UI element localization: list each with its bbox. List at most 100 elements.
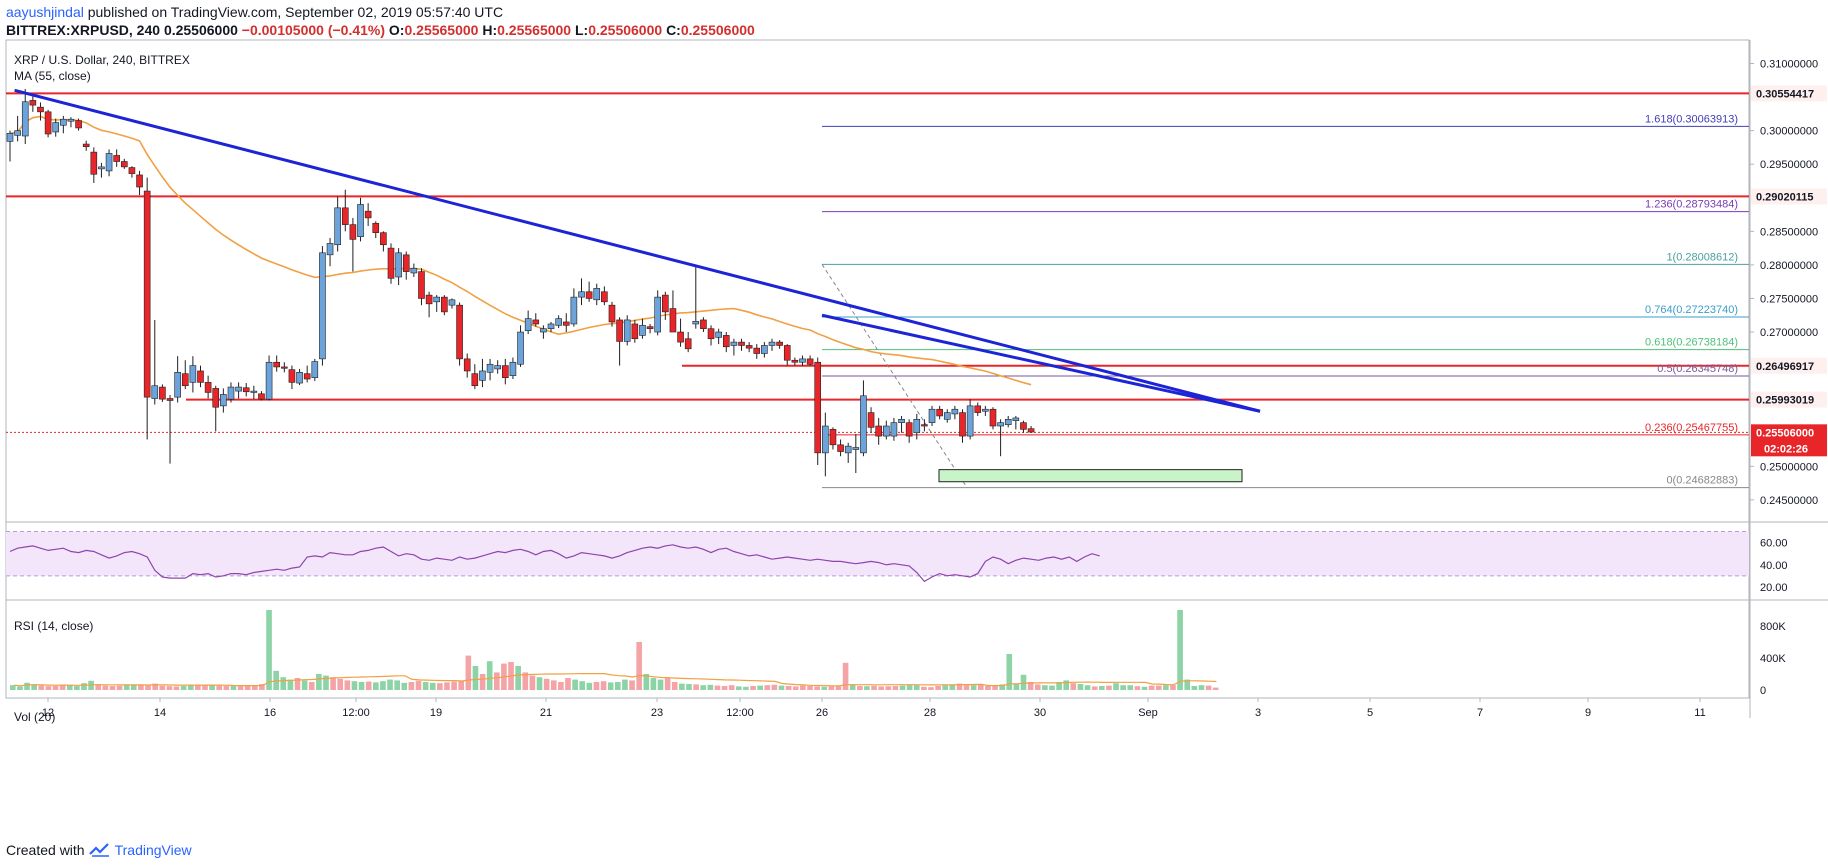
volume-bar (358, 682, 365, 690)
volume-bar (216, 685, 223, 690)
rsi-band (6, 531, 1749, 576)
volume-bar (152, 683, 158, 690)
volume-bar (1205, 685, 1212, 690)
candle (943, 409, 951, 423)
candle (189, 356, 197, 393)
candle-body (364, 210, 372, 219)
ma-indicator-label: MA (55, close) (14, 69, 91, 83)
candle-body (814, 361, 822, 454)
candle (730, 338, 738, 356)
candle (692, 264, 700, 329)
candle (997, 419, 1004, 457)
candle-body (829, 429, 837, 446)
candle-body (288, 369, 296, 383)
candle (402, 251, 410, 280)
volume-bar (565, 678, 571, 690)
time-tick-label: 21 (540, 707, 552, 719)
time-tick-label: 7 (1477, 707, 1483, 719)
volume-bar (344, 680, 351, 690)
volume-bar (572, 679, 578, 690)
candle-body (1020, 422, 1027, 430)
candle-body (921, 424, 928, 427)
candle-body (951, 408, 959, 415)
candle-body (974, 405, 982, 413)
volume-bar (237, 686, 244, 690)
volume-bar (252, 685, 258, 690)
price-tick-label: 0.28500000 (1760, 226, 1818, 238)
candle-body (623, 319, 631, 342)
candle-body (448, 299, 456, 306)
candle-body (220, 394, 227, 407)
candle-body (753, 347, 761, 354)
candle-body (258, 393, 265, 400)
volume-bar (102, 685, 109, 690)
price-pane-title: XRP / U.S. Dollar, 240, BITTREX (14, 53, 190, 67)
candle-body (463, 358, 471, 372)
candle (75, 118, 82, 131)
candle (501, 358, 509, 385)
candle (380, 231, 387, 252)
price-change: −0.00105000 (−0.41%) (241, 22, 386, 38)
candle-body (540, 328, 547, 333)
volume-bar (451, 681, 457, 690)
candle-body (616, 319, 623, 342)
candle-body (783, 345, 791, 361)
volume-bar (259, 684, 265, 690)
candle-body (425, 294, 433, 305)
volume-bar (74, 686, 80, 690)
volume-bar (792, 686, 799, 690)
candle-body (936, 408, 943, 417)
candle-body (441, 296, 448, 313)
candle (814, 357, 822, 465)
candle (822, 412, 829, 477)
candle (52, 118, 60, 137)
volume-bar (1120, 685, 1126, 690)
candle (585, 281, 593, 302)
candle-body (143, 190, 151, 398)
o-label: O: (388, 22, 405, 38)
l-value: 0.25506000 (588, 22, 663, 38)
volume-bar (444, 682, 450, 690)
candle-body (479, 370, 486, 381)
volume-bar (1063, 680, 1070, 690)
volume-bar (622, 679, 628, 690)
candle (37, 102, 44, 121)
candle (837, 439, 844, 457)
volume-bar (550, 680, 557, 690)
volume-bar (1049, 685, 1055, 690)
candle (105, 149, 113, 177)
candle-body (692, 320, 700, 325)
candle (913, 413, 921, 440)
volume-bar (202, 685, 208, 690)
volume-bar (828, 686, 835, 690)
time-tick-label: 28 (924, 707, 936, 719)
candle (608, 301, 616, 327)
candle-body (517, 331, 524, 365)
price-tick-label: 0.28000000 (1760, 260, 1818, 272)
candle-body (700, 319, 707, 329)
volume-bar (166, 686, 173, 690)
volume-bar (273, 670, 279, 690)
candle (357, 197, 364, 242)
volume-bar (814, 686, 820, 690)
candle (882, 420, 890, 440)
candle (372, 221, 380, 239)
price-tick-label: 0.27500000 (1760, 293, 1818, 305)
volume-bar (956, 683, 963, 690)
tradingview-brand-link[interactable]: TradingView (114, 842, 192, 858)
candle (654, 290, 662, 336)
author-link[interactable]: aayushjindal (6, 4, 84, 20)
candle-body (646, 326, 654, 329)
candle-body (21, 101, 29, 137)
candle-body (6, 133, 14, 142)
c-label: C: (666, 22, 681, 38)
volume-bar (109, 686, 116, 690)
volume-bar (785, 686, 792, 690)
volume-bar (1084, 685, 1091, 690)
volume-bar (963, 685, 970, 690)
last-price-value: 0.25506000 (163, 22, 238, 38)
volume-bar (180, 685, 187, 690)
candle-body (44, 111, 52, 135)
candle (90, 147, 98, 183)
